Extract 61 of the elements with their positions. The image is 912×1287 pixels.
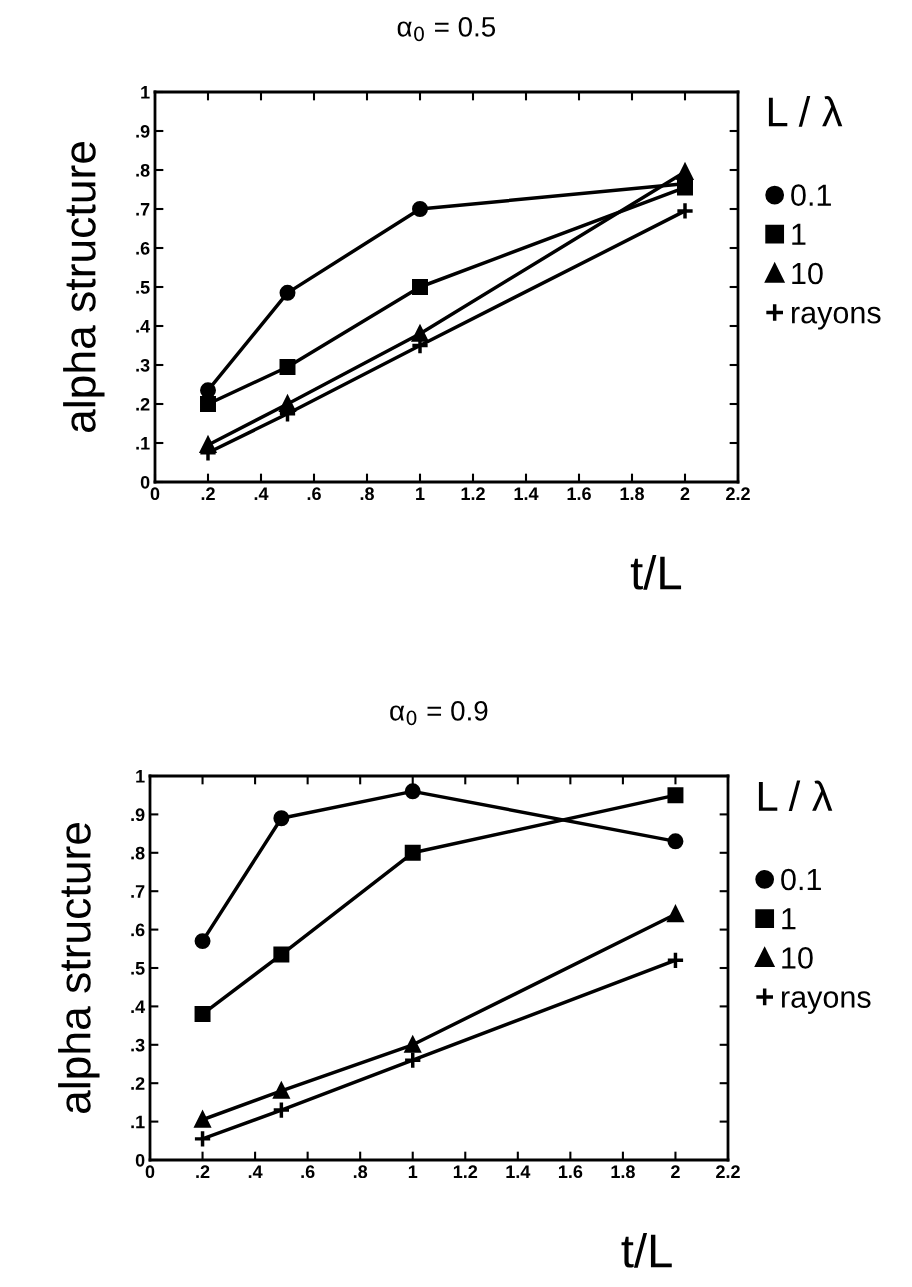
x-tick-label: .4: [248, 1165, 263, 1178]
y-tick-label: .2: [131, 1077, 145, 1090]
x-tick-label: .6: [307, 487, 321, 501]
y-tick-label: .4: [131, 1000, 146, 1013]
y-tick-label: .7: [136, 203, 150, 216]
y-tick-label: 0: [140, 475, 150, 489]
y-tick-label: 1: [136, 770, 145, 783]
x-tick-label: 2.2: [716, 1165, 740, 1178]
x-tick-label: 2.2: [726, 487, 750, 500]
y-axis-title: alpha structure: [58, 822, 100, 1114]
x-tick-label: .6: [301, 1165, 315, 1179]
x-tick-label: 1.2: [461, 487, 485, 500]
legend-label: rayons: [791, 306, 881, 330]
y-tick-label: .8: [131, 846, 145, 860]
y-tick-label: .1: [136, 437, 150, 450]
legend-title: L / λ: [768, 96, 843, 127]
x-tick-label: 1.6: [567, 487, 591, 501]
legend-title: L / λ: [758, 780, 833, 812]
y-tick-label: .2: [136, 397, 150, 411]
y-axis-title: alpha structure: [63, 141, 105, 433]
y-tick-label: .8: [136, 163, 150, 177]
legend-label: 0.1: [781, 868, 821, 891]
x-axis-title: t/L: [630, 554, 682, 590]
legend-label: rayons: [781, 991, 871, 1014]
x-tick-label: 2: [680, 487, 690, 500]
y-tick-label: .5: [136, 281, 150, 294]
y-tick-label: .3: [131, 1038, 145, 1052]
x-tick-label: 1.4: [514, 487, 539, 500]
x-tick-label: .4: [254, 487, 269, 500]
y-tick-label: .3: [136, 358, 150, 372]
x-tick-label: .8: [353, 1165, 368, 1179]
y-tick-label: .6: [136, 241, 150, 255]
x-tick-label: 1: [408, 1165, 418, 1178]
x-tick-label: 1.2: [453, 1165, 478, 1178]
x-tick-label: 1.6: [558, 1165, 583, 1179]
x-tick-label: 1: [416, 487, 425, 500]
x-tick-label: 1.8: [611, 1165, 635, 1179]
legend-label: 10: [782, 947, 813, 969]
x-axis-title: t/L: [621, 1232, 672, 1268]
x-tick-label: 0: [150, 487, 160, 501]
legend-label: 0.1: [791, 184, 831, 206]
x-tick-label: .2: [201, 487, 215, 500]
legend-label: 1: [792, 223, 806, 245]
chart-title: α$_{0}$ = 0.9: [390, 701, 488, 726]
x-tick-label: .8: [360, 487, 374, 501]
y-tick-label: .9: [136, 124, 150, 138]
y-tick-label: .1: [131, 1115, 145, 1129]
y-tick-label: .4: [136, 320, 151, 333]
chart-title: α$_{0}$ = 0.5: [397, 17, 496, 42]
y-tick-label: 0: [135, 1153, 145, 1167]
x-tick-label: 2: [671, 1165, 680, 1178]
y-tick-label: .9: [131, 808, 145, 822]
x-tick-label: 1.8: [620, 487, 644, 501]
y-tick-label: .7: [131, 885, 145, 898]
x-tick-label: .2: [196, 1165, 210, 1178]
legend-label: 1: [782, 908, 796, 930]
x-tick-label: 1.4: [506, 1165, 531, 1178]
y-tick-label: .6: [131, 923, 145, 937]
y-tick-label: .5: [131, 962, 145, 975]
legend-label: 10: [792, 262, 823, 285]
y-tick-label: 1: [141, 86, 150, 99]
